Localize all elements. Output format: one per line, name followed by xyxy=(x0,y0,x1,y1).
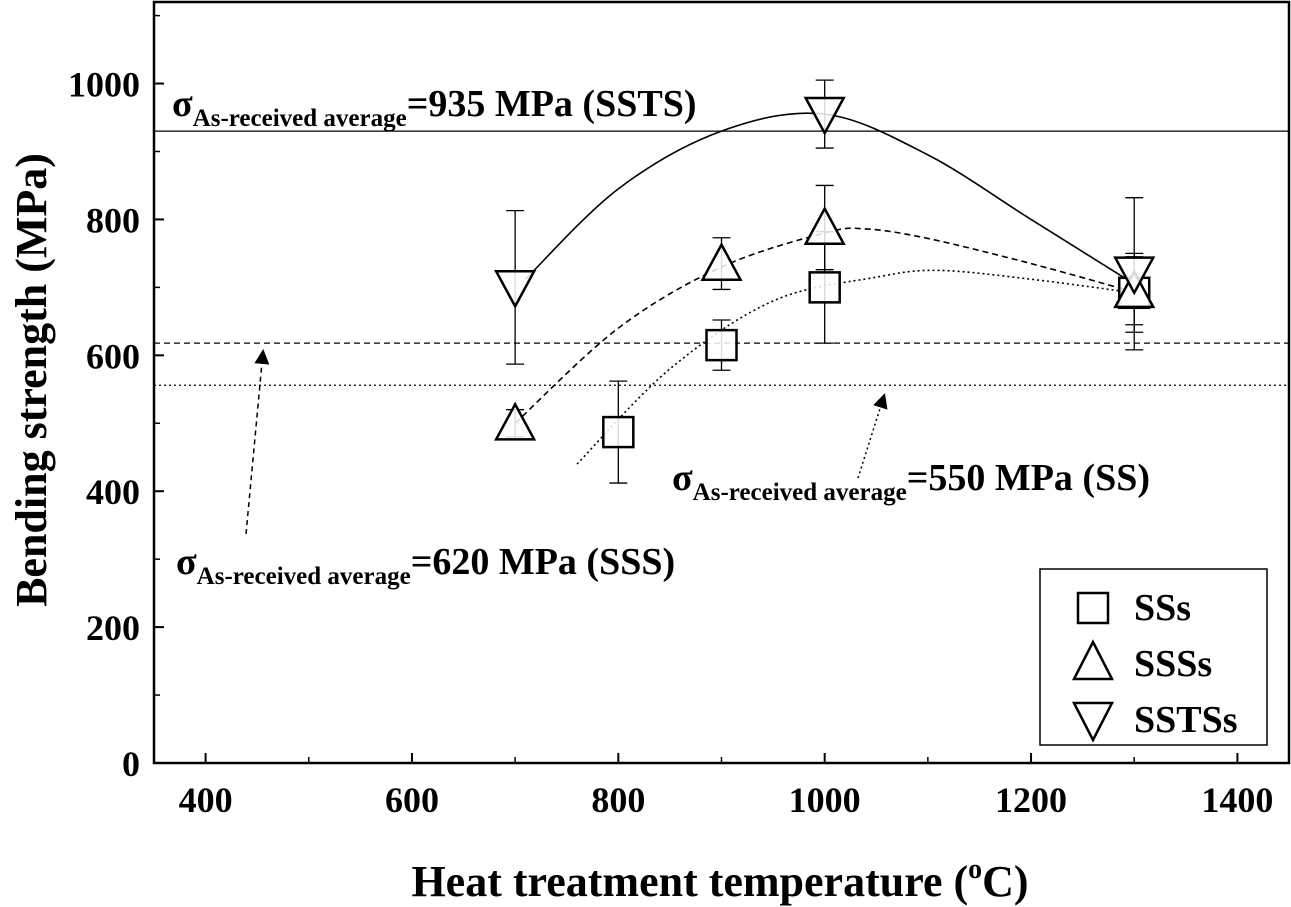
x-tick-label-600: 600 xyxy=(385,780,439,820)
x-axis-label-end: C) xyxy=(982,857,1028,906)
marker-ssss-900 xyxy=(700,241,743,281)
annotation-ssts: σAs-received average=935 MPa (SSTS) xyxy=(172,83,697,132)
y-tick-label-0: 0 xyxy=(122,744,140,784)
x-tick-label-1000: 1000 xyxy=(789,780,861,820)
x-tick-label-400: 400 xyxy=(179,780,233,820)
marker-sstss-700 xyxy=(494,269,537,310)
legend-label-sss: SSs xyxy=(1134,587,1191,629)
y-tick-label-1000: 1000 xyxy=(68,65,140,105)
legend-marker-square xyxy=(1076,591,1110,625)
marker-sss-800 xyxy=(602,415,635,449)
marker-sstss-1300 xyxy=(1113,256,1156,296)
x-tick-label-1400: 1400 xyxy=(1201,780,1273,820)
annotation-sss: σAs-received average=620 MPa (SSS) xyxy=(176,541,675,590)
annotation-arrow-ss xyxy=(857,393,888,479)
marker-ssss-1000 xyxy=(803,205,846,245)
x-tick-label-1200: 1200 xyxy=(995,780,1067,820)
legend-label-ssss: SSSs xyxy=(1134,643,1212,685)
annotation-arrow-sss xyxy=(245,349,270,535)
trend-curve-sstss xyxy=(524,112,1135,285)
legend-label-sstss: SSTSs xyxy=(1134,699,1238,741)
y-axis-label: Bending strength (MPa) xyxy=(7,153,56,607)
trend-curve-sss xyxy=(576,269,1135,465)
y-tick-label-200: 200 xyxy=(86,608,140,648)
legend-marker-triangle-down xyxy=(1071,701,1115,743)
marker-ssss-700 xyxy=(494,401,537,441)
y-tick-label-800: 800 xyxy=(86,200,140,240)
x-axis-label-sup: o xyxy=(968,854,982,885)
y-tick-label-400: 400 xyxy=(86,472,140,512)
x-axis-label: Heat treatment temperature (oC) xyxy=(411,854,1028,906)
marker-sss-1000 xyxy=(808,271,841,304)
marker-sss-900 xyxy=(705,328,738,362)
trend-curve-ssss xyxy=(514,227,1135,424)
annotation-ss: σAs-received average=550 MPa (SS) xyxy=(672,457,1150,506)
legend: SSs SSSs SSTSs xyxy=(1039,568,1268,746)
x-tick-label-800: 800 xyxy=(591,780,645,820)
y-tick-label-600: 600 xyxy=(86,336,140,376)
marker-sstss-1000 xyxy=(803,96,846,136)
legend-marker-triangle-up xyxy=(1071,639,1115,681)
